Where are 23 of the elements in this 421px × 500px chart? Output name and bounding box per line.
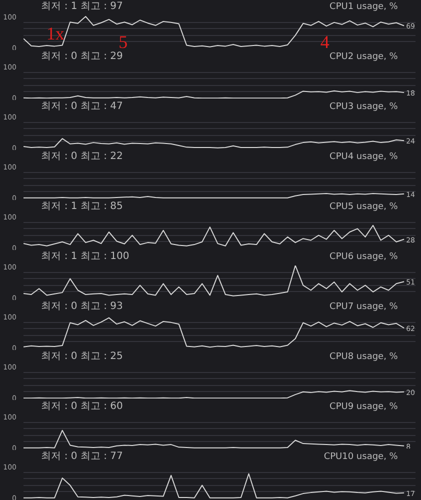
- chart-subtitle: 최저 : 1 최고 : 100: [41, 251, 130, 262]
- chart-subtitle: 최저 : 1 최고 : 97: [41, 1, 123, 12]
- chart-subtitle: 최저 : 1 최고 : 85: [41, 201, 123, 212]
- chart-title: CPU9 usage, %: [330, 402, 398, 412]
- annotation: 1x: [46, 24, 64, 44]
- annotation: 5: [118, 32, 128, 52]
- chart-subtitle: 최저 : 0 최고 : 60: [41, 401, 123, 412]
- chart-subtitle: 최저 : 0 최고 : 25: [41, 351, 123, 362]
- chart-subtitle: 최저 : 0 최고 : 29: [41, 51, 123, 62]
- chart-title: CPU4 usage, %: [330, 152, 398, 162]
- annotation: 4: [320, 32, 330, 52]
- chart-title: CPU8 usage, %: [330, 352, 398, 362]
- chart-title: CPU7 usage, %: [330, 302, 398, 312]
- chart-subtitle: 최저 : 0 최고 : 22: [41, 151, 123, 162]
- chart-title: CPU3 usage, %: [330, 102, 398, 112]
- chart-title: CPU10 usage, %: [324, 452, 398, 462]
- chart-title: CPU5 usage, %: [330, 202, 398, 212]
- chart-subtitle: 최저 : 0 최고 : 77: [41, 451, 123, 462]
- chart-subtitle: 최저 : 0 최고 : 47: [41, 101, 123, 112]
- chart-subtitle: 최저 : 0 최고 : 93: [41, 301, 123, 312]
- chart-title: CPU1 usage, %: [330, 2, 398, 12]
- chart-title: CPU6 usage, %: [330, 252, 398, 262]
- chart-title: CPU2 usage, %: [330, 52, 398, 62]
